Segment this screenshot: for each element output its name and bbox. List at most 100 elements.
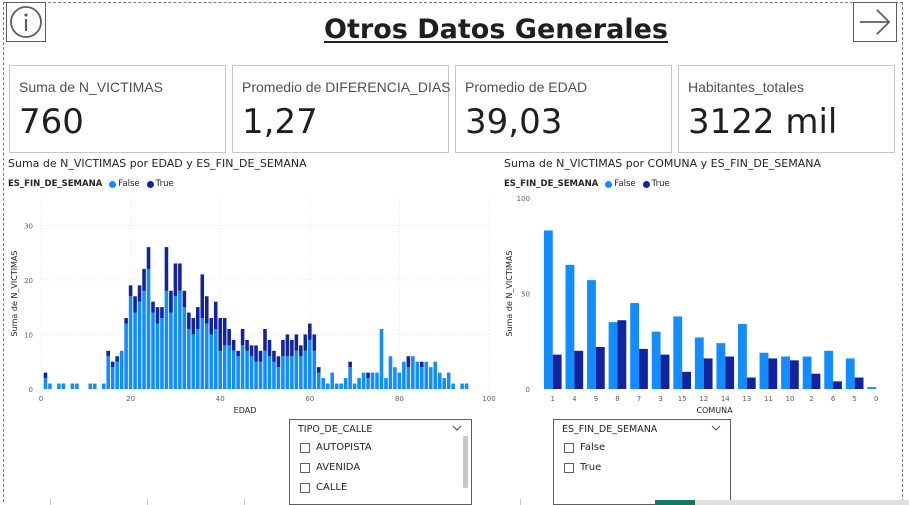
x-tick-label: 15 — [678, 395, 687, 403]
bar-true — [249, 345, 254, 357]
info-button[interactable] — [6, 2, 46, 42]
page-tab-strip[interactable] — [695, 500, 909, 505]
checkbox[interactable] — [300, 462, 310, 473]
bar-true — [137, 285, 142, 302]
bar-true — [133, 296, 137, 313]
legend-item-true[interactable]: True — [146, 179, 174, 189]
chevron-down-icon[interactable] — [451, 422, 463, 434]
bar-false — [437, 372, 442, 389]
bar-false — [92, 383, 97, 389]
slicer-item-calle[interactable]: CALLE — [300, 482, 347, 493]
y-axis-label: Suma de N_VICTIMAS — [505, 250, 514, 336]
bar-true — [290, 339, 294, 357]
x-tick-label: 100 — [482, 395, 495, 403]
slicer-tipo-de-calle[interactable]: TIPO_DE_CALLE AUTOPISTA AVENIDA CALLE — [289, 419, 472, 505]
legend-item-false[interactable]: False — [605, 179, 636, 189]
bar-false — [213, 328, 218, 389]
chevron-down-icon[interactable] — [710, 422, 722, 434]
bar-false — [352, 383, 357, 389]
kpi-value: 39,03 — [465, 102, 563, 142]
bar-true — [272, 350, 276, 362]
checkbox[interactable] — [564, 462, 574, 473]
bar-false — [357, 378, 361, 389]
kpi-label: Suma de N_VICTIMAS — [19, 79, 163, 95]
bar-false — [424, 361, 429, 389]
bar-false — [272, 361, 276, 389]
bar-false — [48, 383, 52, 389]
slicer-item-label: True — [580, 462, 602, 473]
bar-false — [312, 350, 317, 389]
bar-false — [738, 324, 747, 389]
bar-false — [630, 303, 640, 389]
bar-false — [240, 345, 245, 389]
bar-true — [682, 371, 691, 389]
page-tab-active[interactable] — [655, 500, 695, 505]
legend-dot — [642, 180, 650, 188]
bar-false — [651, 331, 661, 389]
slicer-item-label: AVENIDA — [316, 462, 361, 473]
bar-true — [574, 350, 584, 389]
bar-false — [182, 307, 187, 389]
bar-true — [200, 274, 205, 319]
kpi-label: Promedio de DIFERENCIA_DIAS — [242, 79, 451, 95]
checkbox[interactable] — [300, 482, 310, 493]
bar-false — [321, 378, 326, 389]
y-tick-label: 20 — [24, 277, 33, 285]
slicer-item-label: CALLE — [316, 482, 348, 493]
bar-false — [164, 290, 169, 389]
slicer-item-avenida[interactable]: AVENIDA — [300, 462, 360, 473]
page-title: Otros Datos Generales — [324, 14, 668, 45]
slicer-item-autopista[interactable]: AUTOPISTA — [300, 442, 372, 453]
x-tick-label: 60 — [305, 395, 314, 403]
arrow-right-icon — [859, 9, 891, 35]
bar-false — [694, 337, 704, 389]
bar-false — [276, 367, 281, 389]
bar-false — [384, 378, 388, 389]
slicer-item-label: False — [580, 442, 606, 453]
x-tick-label: 7 — [637, 395, 641, 403]
bar-false — [673, 316, 683, 389]
bar-false — [115, 361, 119, 389]
y-tick-label: 10 — [24, 331, 33, 339]
bar-false — [565, 264, 575, 389]
slicer-item-true[interactable]: True — [564, 462, 601, 473]
bar-false — [393, 367, 397, 389]
bar-true — [420, 361, 424, 368]
kpi-card-habitantes: Habitantes_totales 3122 mil — [678, 65, 895, 153]
bar-true — [258, 350, 263, 362]
x-axis-label: COMUNA — [696, 406, 733, 415]
slicer-item-false[interactable]: False — [564, 442, 605, 453]
bar-false — [343, 378, 348, 389]
bar-false — [334, 383, 339, 389]
bar-true — [160, 307, 164, 319]
bar-false — [411, 356, 415, 389]
slicer-es-fin-de-semana[interactable]: ES_FIN_DE_SEMANA False True — [553, 419, 731, 505]
bar-false — [716, 343, 726, 389]
divider — [244, 499, 245, 505]
next-page-button[interactable] — [853, 2, 897, 42]
legend-comuna: ES_FIN_DE_SEMANA False True — [504, 179, 673, 189]
checkbox[interactable] — [300, 442, 310, 453]
bar-true — [191, 318, 196, 335]
bar-false — [137, 301, 142, 389]
legend-dot — [109, 180, 117, 188]
legend-item-false[interactable]: False — [109, 179, 140, 189]
bar-true — [245, 339, 249, 351]
bar-false — [308, 339, 312, 389]
legend-item-true[interactable]: True — [642, 179, 670, 189]
x-tick-label: 6 — [831, 395, 836, 403]
bar-true — [267, 339, 272, 357]
y-tick-label: 0 — [29, 386, 33, 394]
bar-true — [768, 358, 778, 389]
checkbox[interactable] — [564, 442, 574, 453]
bar-true — [128, 285, 133, 297]
bar-true — [299, 345, 303, 357]
bar-true — [703, 358, 713, 389]
chart-title-edad: Suma de N_VICTIMAS por EDAD y ES_FIN_DE_… — [8, 157, 307, 170]
slicer-scrollbar[interactable] — [463, 436, 468, 488]
bar-false — [442, 378, 446, 389]
chart-edad[interactable]: 0 10 20 30 0 20 40 60 80 100 EDAD Suma de N_VICTIMA… — [0, 190, 500, 418]
bar-false — [285, 356, 290, 389]
bar-true — [406, 356, 411, 368]
